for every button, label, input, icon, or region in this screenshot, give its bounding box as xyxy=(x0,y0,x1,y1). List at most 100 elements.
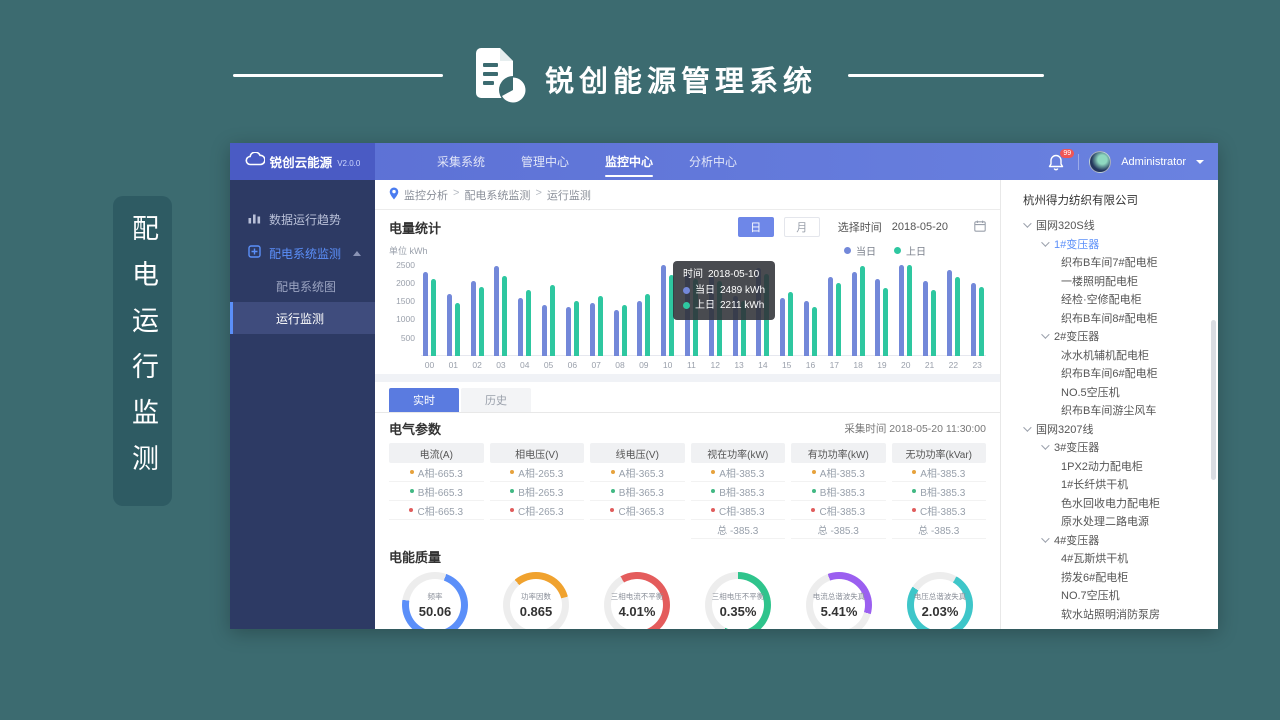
user-name[interactable]: Administrator xyxy=(1121,155,1186,168)
notification-bell-icon[interactable]: 99 xyxy=(1048,148,1075,172)
bar[interactable] xyxy=(899,264,905,356)
tree-item[interactable]: 织布B车间7#配电柜 xyxy=(1009,253,1212,272)
gauge-label: 频率 xyxy=(427,592,443,601)
bar[interactable] xyxy=(812,306,817,356)
gauge-label: 三相电压不平衡 xyxy=(711,592,765,601)
bar[interactable] xyxy=(550,284,556,356)
bar[interactable] xyxy=(478,286,484,356)
breadcrumb-item[interactable]: 运行监测 xyxy=(546,189,591,202)
bar[interactable] xyxy=(788,292,794,356)
tree-item[interactable]: 国网320S线 xyxy=(1009,216,1212,235)
bar[interactable] xyxy=(978,286,984,356)
bar[interactable] xyxy=(454,303,460,356)
tree-item[interactable]: 1#变压器 xyxy=(1009,235,1212,254)
nav-item[interactable]: 监控中心 xyxy=(591,143,667,180)
nav-item[interactable]: 采集系统 xyxy=(437,155,486,169)
avatar[interactable] xyxy=(1089,150,1112,173)
param-value: 总 -385.3 xyxy=(918,525,960,537)
bar[interactable] xyxy=(446,293,452,356)
tree-root-company[interactable]: 杭州得力纺织有限公司 xyxy=(1023,195,1138,207)
tree-item[interactable]: 冰水机辅机配电柜 xyxy=(1009,346,1212,365)
nav-item[interactable]: 管理中心 xyxy=(521,155,570,169)
tree-item[interactable]: 一楼照明配电柜 xyxy=(1009,272,1212,291)
month-toggle-button[interactable]: 月 xyxy=(783,217,820,237)
tree-scrollbar[interactable] xyxy=(1211,320,1216,480)
bar[interactable] xyxy=(859,266,865,356)
bar[interactable] xyxy=(645,293,651,356)
x-tick-label: 12 xyxy=(710,360,720,370)
sidebar-subitem-system-diagram[interactable]: 配电系统图 xyxy=(230,270,375,302)
breadcrumb-item[interactable]: 监控分析 xyxy=(404,189,448,202)
logo[interactable]: 锐创云能源 V2.0.0 xyxy=(230,143,375,180)
bar[interactable] xyxy=(851,271,857,356)
quality-gauge: 电流总谐波失真 5.41% xyxy=(793,572,885,629)
bar[interactable] xyxy=(827,277,833,356)
bar[interactable] xyxy=(883,288,889,356)
bar[interactable] xyxy=(923,281,929,356)
tree-item[interactable]: 3#变压器 xyxy=(1009,438,1212,457)
sidebar-item-distribution-monitor[interactable]: 配电系统监测 xyxy=(230,236,375,270)
bar[interactable] xyxy=(669,275,675,356)
sidebar-item-data-trend[interactable]: 数据运行趋势 xyxy=(230,202,375,236)
legend-item[interactable]: 当日 xyxy=(844,243,876,258)
tree-item[interactable]: 1PX2动力配电柜 xyxy=(1009,457,1212,476)
bar[interactable] xyxy=(565,306,571,356)
tree-item[interactable]: 2#变压器 xyxy=(1009,327,1212,346)
tree-item[interactable]: 软水站照明消防泵房 xyxy=(1009,605,1212,624)
bar[interactable] xyxy=(835,282,841,356)
tree-item[interactable]: 原水处理二路电源 xyxy=(1009,512,1212,531)
bar[interactable] xyxy=(661,265,667,356)
bar[interactable] xyxy=(502,275,508,356)
bar[interactable] xyxy=(573,301,579,356)
bar[interactable] xyxy=(875,279,881,356)
bar[interactable] xyxy=(542,304,548,356)
bar[interactable] xyxy=(946,270,952,356)
bar[interactable] xyxy=(613,310,619,356)
sidebar-item-label: 数据运行趋势 xyxy=(269,212,342,227)
day-toggle-button[interactable]: 日 xyxy=(737,217,774,237)
bar[interactable] xyxy=(954,277,960,356)
bar[interactable] xyxy=(907,265,913,356)
param-cell: B相-665.3 xyxy=(389,482,484,501)
bar[interactable] xyxy=(804,301,809,356)
phase-dot xyxy=(811,470,816,474)
tree-item[interactable]: 织布B车间8#配电柜 xyxy=(1009,309,1212,328)
tab-realtime[interactable]: 实时 xyxy=(389,388,459,412)
sidebar-subitem-run-monitor[interactable]: 运行监测 xyxy=(230,302,375,334)
bar[interactable] xyxy=(526,290,532,356)
bar[interactable] xyxy=(621,304,627,356)
tree-item[interactable]: NO.7空压机 xyxy=(1009,586,1212,605)
bar[interactable] xyxy=(970,282,976,356)
bar[interactable] xyxy=(431,279,436,356)
bar[interactable] xyxy=(470,281,476,356)
tab-history[interactable]: 历史 xyxy=(461,388,531,412)
tree-item[interactable]: 捞发6#配电柜 xyxy=(1009,568,1212,587)
tree-item[interactable]: 经检·空修配电柜 xyxy=(1009,290,1212,309)
tree-item[interactable]: 色水回收电力配电柜 xyxy=(1009,494,1212,513)
chevron-down-icon xyxy=(1041,534,1050,543)
tree-item[interactable]: 织布B车间游尘风车 xyxy=(1009,401,1212,420)
tree-item[interactable]: 国网3207线 xyxy=(1009,420,1212,439)
bar[interactable] xyxy=(597,295,603,356)
bar[interactable] xyxy=(494,266,500,356)
bar[interactable] xyxy=(637,301,643,356)
bar[interactable] xyxy=(423,271,428,356)
bar[interactable] xyxy=(780,297,786,356)
date-picker[interactable]: 2018-05-20 xyxy=(892,220,986,235)
user-menu-caret-icon[interactable] xyxy=(1196,159,1204,164)
tree-item-label: 2#变压器 xyxy=(1054,331,1100,344)
tree-item[interactable]: 织布B车间6#配电柜 xyxy=(1009,364,1212,383)
tree-item[interactable]: 4#瓦斯烘干机 xyxy=(1009,549,1212,568)
bar[interactable] xyxy=(732,295,738,356)
bar[interactable] xyxy=(931,290,937,356)
bar[interactable] xyxy=(589,303,595,356)
breadcrumb-item[interactable]: 配电系统监测 xyxy=(464,189,531,202)
legend-item[interactable]: 上日 xyxy=(894,243,926,258)
tree-item[interactable]: 1#长纤烘干机 xyxy=(1009,475,1212,494)
nav-item[interactable]: 分析中心 xyxy=(689,155,738,169)
gauge-value: 2.03% xyxy=(921,604,959,619)
tree-item[interactable]: 4#变压器 xyxy=(1009,531,1212,550)
bar[interactable] xyxy=(518,297,524,356)
bar[interactable] xyxy=(740,301,746,356)
tree-item[interactable]: NO.5空压机 xyxy=(1009,383,1212,402)
